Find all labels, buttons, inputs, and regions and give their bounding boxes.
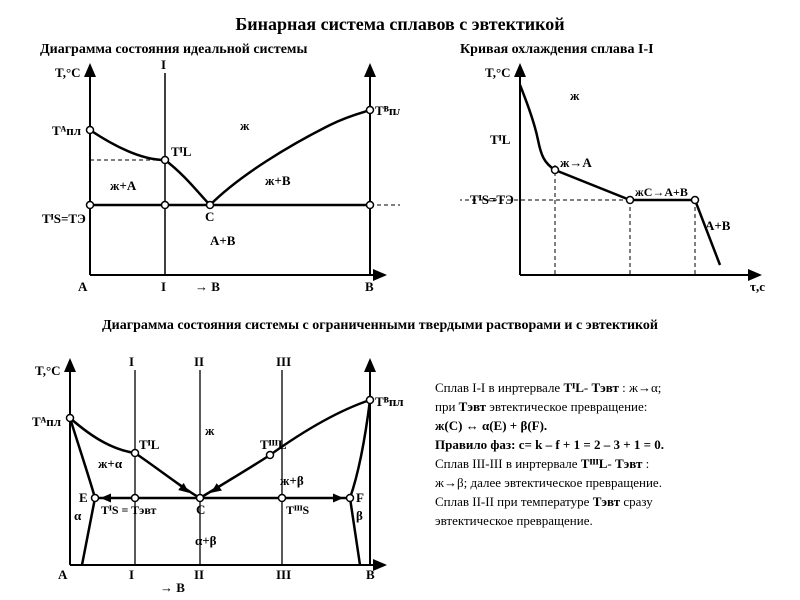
svg-text:жC→A+B: жC→A+B xyxy=(635,185,688,199)
svg-text:F: F xyxy=(356,490,364,505)
svg-text:C: C xyxy=(196,502,205,517)
svg-text:I: I xyxy=(129,354,134,369)
svg-text:T,°C: T,°C xyxy=(35,363,61,378)
title-text: Бинарная система сплавов с эвтектикой xyxy=(235,14,564,34)
phase-diagram-2: T,°CABIIIIIIIIIIII→ BTᴬплTᴮплTᴵLTᴵᴵᴵLEFC… xyxy=(20,350,420,596)
svg-text:Tᴬпл: Tᴬпл xyxy=(32,414,61,429)
svg-text:I: I xyxy=(129,567,134,582)
svg-text:α: α xyxy=(74,508,82,523)
svg-text:ж+A: ж+A xyxy=(110,178,137,193)
svg-text:TᴵᴵᴵS: TᴵᴵᴵS xyxy=(286,503,310,517)
svg-text:β: β xyxy=(356,508,363,523)
cooling-curve: T,°C τ,c TᴵS=TЭ TᴵL ж ж→A жC→A+B A+B xyxy=(460,55,780,300)
phase2-subtitle: Диаграмма состояния системы с ограниченн… xyxy=(80,318,680,334)
svg-text:Tᴮпл: Tᴮпл xyxy=(375,394,404,409)
svg-text:ж→A: ж→A xyxy=(560,155,592,170)
svg-text:III: III xyxy=(276,354,291,369)
phase-diagram-1: T,°C A B I I → B Tᴬпл Tᴮпл TᴵL TᴵS=TЭ Cж ж+A ж+B A+B xyxy=(30,55,400,300)
svg-text:A: A xyxy=(78,279,88,294)
svg-text:III: III xyxy=(276,567,291,582)
svg-text:ж: ж xyxy=(240,118,250,133)
svg-text:TᴵL: TᴵL xyxy=(139,437,160,452)
svg-text:TᴵS=TЭ: TᴵS=TЭ xyxy=(42,211,86,226)
text-line: Сплав III-III в инртервале TᴵᴵᴵL- Tэвт : xyxy=(435,454,790,473)
svg-text:B: B xyxy=(365,279,374,294)
text-line: Сплав II-II при температуре Tэвт сразу xyxy=(435,492,790,511)
text-line: ж→β; далее эвтектическое превращение. xyxy=(435,473,790,492)
svg-text:ж+α: ж+α xyxy=(98,456,123,471)
description-text: Сплав I-I в инртервале TᴵL- Tэвт : ж→α; … xyxy=(435,378,790,530)
svg-text:I: I xyxy=(161,57,166,72)
svg-text:A+B: A+B xyxy=(210,233,236,248)
svg-text:Tᴮпл: Tᴮпл xyxy=(375,103,400,118)
svg-text:ж: ж xyxy=(205,423,215,438)
svg-text:T,°C: T,°C xyxy=(55,65,81,80)
svg-text:E: E xyxy=(79,490,88,505)
svg-text:TᴵS = Tэвт: TᴵS = Tэвт xyxy=(101,503,157,517)
svg-text:T,°C: T,°C xyxy=(485,65,511,80)
text-line: эвтектическое превращение. xyxy=(435,511,790,530)
svg-text:II: II xyxy=(194,567,204,582)
page-title: Бинарная система сплавов с эвтектикой xyxy=(0,14,800,35)
svg-text:TᴵᴵᴵL: TᴵᴵᴵL xyxy=(260,437,287,452)
svg-text:A+B: A+B xyxy=(705,218,731,233)
svg-text:ж+β: ж+β xyxy=(280,473,304,488)
svg-text:I: I xyxy=(161,279,166,294)
svg-text:τ,c: τ,c xyxy=(750,279,765,294)
svg-text:α+β: α+β xyxy=(195,533,217,548)
svg-text:TᴵL: TᴵL xyxy=(171,144,192,159)
text-line: Сплав I-I в инртервале TᴵL- Tэвт : ж→α; xyxy=(435,378,790,397)
svg-text:A: A xyxy=(58,567,68,582)
svg-text:TᴵS=TЭ: TᴵS=TЭ xyxy=(470,192,514,207)
svg-text:ж: ж xyxy=(570,88,580,103)
svg-text:TᴵL: TᴵL xyxy=(490,132,511,147)
text-line: Правило фаз: c= k – f + 1 = 2 – 3 + 1 = … xyxy=(435,435,790,454)
svg-text:Tᴬпл: Tᴬпл xyxy=(52,123,81,138)
svg-text:→ B: → B xyxy=(195,279,220,294)
svg-text:ж+B: ж+B xyxy=(265,173,291,188)
svg-text:C: C xyxy=(205,209,214,224)
svg-text:B: B xyxy=(366,567,375,582)
text-line: при Tэвт эвтектическое превращение: xyxy=(435,397,790,416)
svg-text:→ B: → B xyxy=(160,580,185,595)
svg-text:II: II xyxy=(194,354,204,369)
text-line: ж(C) ↔ α(E) + β(F). xyxy=(435,416,790,435)
